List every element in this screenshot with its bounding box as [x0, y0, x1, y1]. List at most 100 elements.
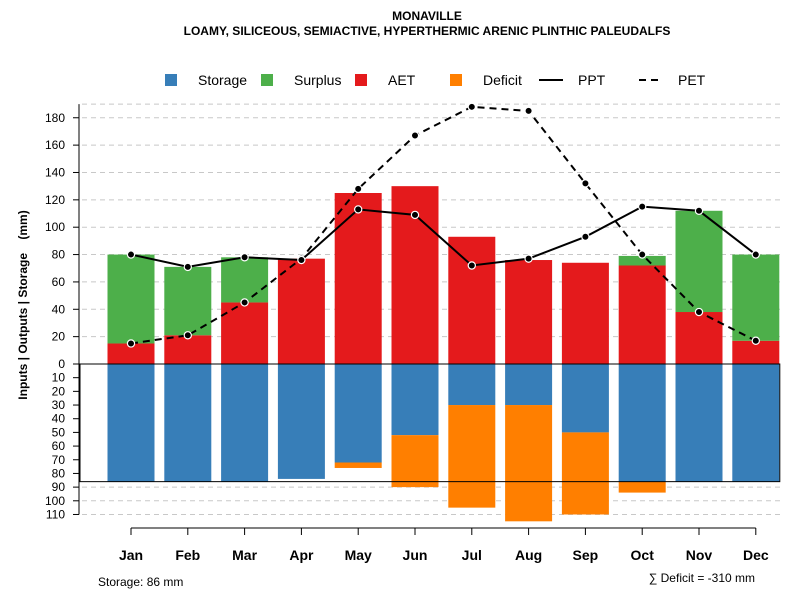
- y-tick-label: 80: [52, 466, 66, 480]
- bar-surplus: [107, 254, 155, 344]
- bar-aet: [675, 312, 723, 364]
- y-tick-label: 100: [45, 220, 65, 234]
- y-tick-label: 180: [45, 111, 65, 125]
- legend-label: PPT: [578, 72, 606, 88]
- pet-point: [240, 298, 249, 307]
- bar-storage: [391, 364, 439, 436]
- y-tick-label: 30: [52, 398, 66, 412]
- bar-aet: [448, 236, 496, 364]
- footer-storage: Storage: 86 mm: [98, 575, 183, 589]
- ppt-point: [751, 250, 761, 259]
- y-tick-label: 40: [52, 302, 66, 316]
- x-tick-label: Oct: [631, 547, 655, 563]
- y-tick-label: 160: [45, 138, 65, 152]
- ppt-point: [694, 206, 704, 215]
- legend-swatch: [165, 74, 177, 86]
- y-tick-label: 40: [52, 412, 66, 426]
- bar-storage: [221, 364, 269, 482]
- legend: Storage Surplus AET Deficit PPT PET: [165, 72, 706, 88]
- bar-storage: [448, 364, 496, 406]
- ppt-point: [240, 253, 249, 262]
- y-tick-label: 70: [52, 453, 66, 467]
- bar-storage: [505, 364, 553, 406]
- x-tick-label: Jan: [119, 547, 143, 563]
- x-tick-label: Jul: [462, 547, 482, 563]
- bar-aet: [277, 258, 325, 364]
- bar-storage: [618, 364, 666, 482]
- y-tick-label: 20: [52, 330, 66, 344]
- bars: [79, 186, 781, 522]
- y-tick-label: 60: [52, 439, 66, 453]
- chart-subtitle: LOAMY, SILICEOUS, SEMIACTIVE, HYPERTHERM…: [184, 24, 671, 38]
- x-tick-label: Nov: [686, 547, 713, 563]
- bar-storage: [277, 364, 325, 479]
- bar-aet: [221, 302, 269, 364]
- y-tick-label: 20: [52, 384, 66, 398]
- y-tick-label: 60: [52, 275, 66, 289]
- legend-label: Surplus: [294, 72, 341, 88]
- pet-point: [410, 131, 420, 140]
- ppt-point: [126, 250, 136, 259]
- bar-aet: [107, 343, 155, 364]
- x-tick-label: Aug: [515, 547, 542, 563]
- pet-point: [751, 336, 761, 345]
- chart-title: MONAVILLE: [392, 9, 462, 23]
- bar-deficit: [505, 405, 553, 522]
- bar-storage: [164, 364, 212, 482]
- pet-line: [130, 105, 757, 345]
- y-tick-label: 140: [45, 165, 65, 179]
- ppt-point: [524, 254, 533, 263]
- x-tick-label: Apr: [289, 547, 314, 563]
- bar-surplus: [164, 266, 212, 336]
- x-tick-label: May: [345, 547, 372, 563]
- bar-storage: [732, 364, 780, 482]
- y-axis-label: Inputs | Outputs | Storage (mm): [16, 210, 30, 399]
- bar-storage: [107, 364, 155, 482]
- bar-aet: [164, 335, 212, 364]
- ppt-point: [183, 262, 192, 272]
- pet-point: [183, 331, 192, 340]
- ppt-point: [354, 205, 363, 214]
- footer-deficit-sum: ∑ Deficit = -310 mm: [649, 571, 755, 585]
- bar-aet: [505, 260, 553, 364]
- bar-deficit: [448, 405, 496, 508]
- bar-aet: [618, 265, 666, 364]
- bar-deficit: [561, 432, 609, 515]
- ppt-point: [297, 255, 306, 265]
- bar-surplus: [221, 257, 269, 303]
- legend-label: Storage: [198, 72, 247, 88]
- pet-point: [581, 179, 590, 188]
- legend-label: AET: [388, 72, 416, 88]
- bar-surplus: [618, 255, 666, 266]
- legend-swatch: [261, 74, 273, 86]
- y-tick-label: 90: [52, 480, 66, 494]
- pet-point: [694, 307, 704, 317]
- legend-label: PET: [678, 72, 706, 88]
- ppt-point: [581, 232, 590, 241]
- pet-point: [354, 184, 363, 194]
- ppt-point: [410, 210, 420, 220]
- bar-aet: [561, 262, 609, 364]
- bar-surplus: [675, 210, 723, 313]
- bar-deficit: [391, 435, 439, 488]
- axes: 0204060801001201401601801020304050607080…: [45, 104, 769, 563]
- bar-deficit: [334, 462, 382, 468]
- x-tick-label: Mar: [232, 547, 257, 563]
- y-tick-label: 80: [52, 248, 66, 262]
- bar-aet: [334, 193, 382, 364]
- legend-swatch: [355, 74, 367, 86]
- bar-deficit: [618, 481, 666, 493]
- y-tick-label: 50: [52, 425, 66, 439]
- y-tick-label: 120: [45, 193, 65, 207]
- y-tick-label: 10: [52, 371, 66, 385]
- series-lines: [126, 102, 761, 348]
- y-tick-label: 100: [45, 494, 65, 508]
- ppt-point: [638, 202, 647, 211]
- pet-point: [524, 106, 533, 116]
- x-tick-label: Jun: [403, 547, 428, 563]
- pet-point: [126, 339, 136, 348]
- legend-label: Deficit: [483, 72, 522, 88]
- bar-storage: [334, 364, 382, 463]
